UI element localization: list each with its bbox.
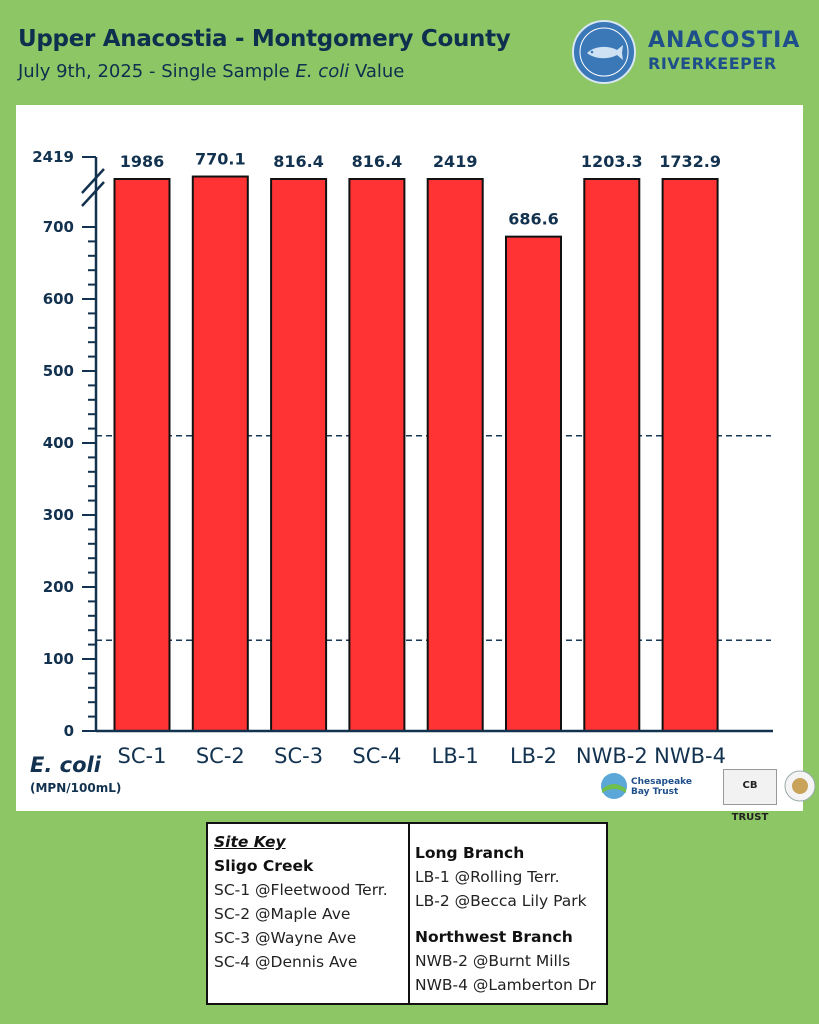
fish-badge-icon (572, 20, 636, 84)
subtitle-text: July 9th, 2025 - Single Sample (18, 61, 296, 82)
site-key-item: SC-2 @Maple Ave (214, 905, 351, 923)
bar (583, 178, 641, 732)
y-tick-label: 500 (43, 362, 74, 380)
data-label: 1732.9 (659, 152, 721, 171)
site-key-title: Site Key (214, 833, 286, 851)
y-tick-label: 600 (43, 290, 74, 308)
data-label: 770.1 (195, 150, 246, 169)
y-tick-label: 0 (64, 722, 74, 740)
y-tick-label: 100 (43, 650, 74, 668)
y-tick-label: 2419 (32, 148, 74, 166)
page-title: Upper Anacostia - Montgomery County (18, 26, 511, 52)
bar (113, 178, 171, 732)
site-key-item: SC-4 @Dennis Ave (214, 953, 358, 971)
site-key-item: LB-2 @Becca Lily Park (415, 892, 587, 910)
x-tick-label: NWB-4 (654, 744, 726, 768)
data-label: 1203.3 (581, 152, 643, 171)
cb-trust-plate: CB TRUST (723, 769, 777, 823)
site-key-item: NWB-4 @Lamberton Dr (415, 976, 597, 994)
data-label: 1986 (120, 152, 165, 171)
site-key-right: Long Branch LB-1 @Rolling Terr. LB-2 @Be… (415, 841, 596, 997)
y-axis-units: (MPN/100mL) (30, 781, 122, 795)
x-tick-label: LB-2 (510, 744, 557, 768)
site-key-heading: Sligo Creek (214, 857, 314, 875)
chesapeake-bay-trust-text: Chesapeake Bay Trust (631, 777, 693, 797)
site-key: Site Key Sligo Creek SC-1 @Fleetwood Ter… (206, 822, 608, 1005)
x-tick-label: SC-2 (196, 744, 245, 768)
x-tick-label: LB-1 (432, 744, 479, 768)
subtitle-suffix: Value (349, 61, 405, 82)
y-tick-label: 200 (43, 578, 74, 596)
chesapeake-bay-trust-logo: Chesapeake Bay Trust (599, 769, 692, 803)
y-axis-label: E. coli (30, 753, 101, 777)
subtitle-ecoli: E. coli (295, 61, 350, 82)
page-subtitle: July 9th, 2025 - Single Sample E. coli V… (18, 61, 404, 82)
axis-break-mark (81, 168, 105, 194)
bar (661, 178, 719, 732)
bar (348, 178, 406, 732)
bar (191, 175, 249, 732)
bar (426, 178, 484, 732)
site-key-item: SC-1 @Fleetwood Terr. (214, 881, 388, 899)
site-key-left: Site Key Sligo Creek SC-1 @Fleetwood Ter… (214, 830, 388, 974)
x-tick-label: SC-1 (118, 744, 167, 768)
y-tick-label: 400 (43, 434, 74, 452)
site-key-item: SC-3 @Wayne Ave (214, 929, 357, 947)
x-tick-label: SC-3 (274, 744, 323, 768)
y-tick-label: 700 (43, 218, 74, 236)
site-key-heading: Northwest Branch (415, 928, 573, 946)
axis-break-mark (81, 181, 105, 207)
data-label: 816.4 (273, 152, 324, 171)
y-tick-label: 300 (43, 506, 74, 524)
x-tick-label: NWB-2 (576, 744, 648, 768)
chart-panel: 0 100 200 300 400 500 600 700 2419 SC-1 SC-2 SC-3 S… (16, 105, 816, 823)
bar (270, 178, 328, 732)
site-key-heading: Long Branch (415, 844, 525, 862)
logo-word-anacostia: ANACOSTIA (648, 28, 801, 53)
x-tick-label: SC-4 (352, 744, 401, 768)
site-key-divider (408, 824, 410, 1003)
data-label: 2419 (433, 152, 478, 171)
data-label: 816.4 (352, 152, 403, 171)
bar-chart: 0 100 200 300 400 500 600 700 2419 SC-1 SC-2 SC-3 S… (32, 148, 773, 768)
partner-logos: Chesapeake Bay Trust CB TRUST (599, 769, 816, 823)
site-key-item: LB-1 @Rolling Terr. (415, 868, 560, 886)
county-seal-icon (783, 769, 817, 803)
logo-word-riverkeeper: RIVERKEEPER (648, 54, 777, 73)
anacostia-riverkeeper-logo: ANACOSTIA RIVERKEEPER (572, 20, 812, 86)
bar (505, 235, 562, 732)
site-key-item: NWB-2 @Burnt Mills (415, 952, 571, 970)
data-label: 686.6 (508, 210, 559, 229)
